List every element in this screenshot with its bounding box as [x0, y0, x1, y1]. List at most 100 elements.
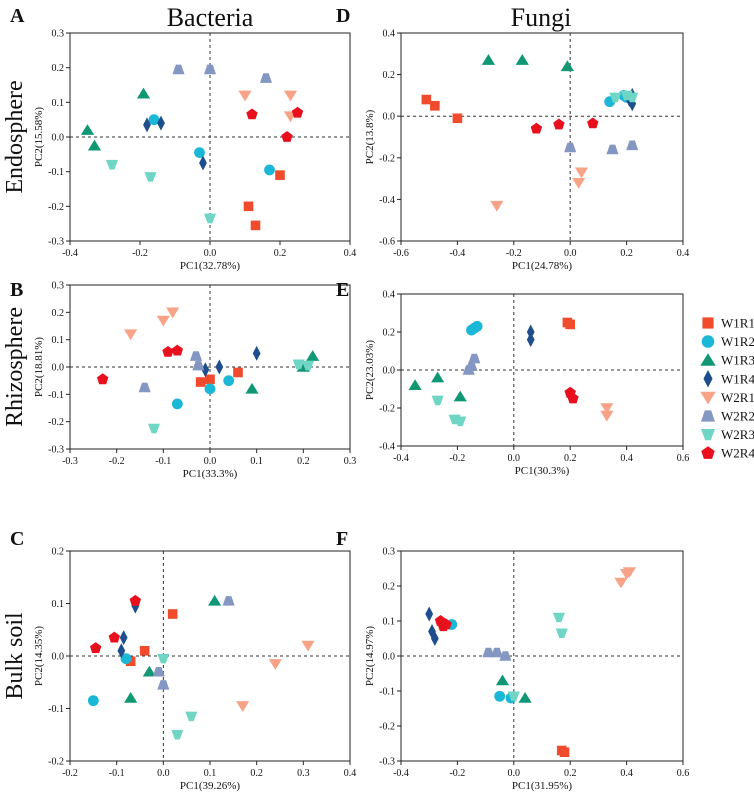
x-tick-label: 0.3 [297, 768, 310, 779]
point-w1r1 [250, 220, 261, 231]
panel-F: F -0.4 -0.2 0.0 0.2 0.4 0.6 -0.3 -0.2 -0.1 0.0 0.1 0… [336, 528, 689, 792]
point-w1r4 [157, 115, 165, 131]
plot-frame [400, 32, 684, 242]
point-w1r2 [223, 375, 235, 387]
legend-label-w2r1: W2R1 [721, 390, 754, 405]
point-w1r1 [243, 201, 254, 212]
x-axis-label: PC1(33.3%) [183, 468, 238, 480]
point-w2r4 [97, 373, 109, 385]
point-w2r3 [302, 360, 314, 371]
point-w2r3 [555, 628, 568, 639]
point-w1r2 [194, 147, 205, 159]
point-w1r4 [199, 155, 207, 171]
y-tick-label: 0.3 [52, 281, 65, 292]
y-tick-label: -0.1 [48, 167, 64, 178]
y-tick-label: 0.1 [52, 335, 65, 346]
legend-label-w1r3: W1R3 [721, 353, 754, 368]
point-w1r1 [195, 377, 206, 387]
y-axis-label: PC2(18.81%) [33, 337, 45, 398]
panel-C: C -0.2 -0.1 0.0 0.1 0.2 0.3 0.4 -0.2 -0.1 0.0 0.1 0.… [10, 528, 356, 792]
point-w2r4 [567, 392, 579, 404]
legend-label-w1r2: W1R2 [721, 334, 754, 349]
panel-A: A -0.4 -0.2 0.0 0.2 0.4 -0.3 -0.2 -0.1 0.0 0.1 0.2 0… [10, 5, 356, 272]
legend-marker-w2r1 [700, 391, 716, 405]
legend-label-w2r2: W2R2 [721, 409, 754, 424]
point-w1r4 [119, 630, 128, 646]
point-w2r3 [552, 612, 565, 623]
x-tick-label: -0.3 [62, 456, 78, 467]
panel-letter-C: C [10, 528, 24, 550]
x-tick-label: -0.2 [109, 456, 125, 467]
point-w2r2 [204, 64, 216, 75]
x-tick-label: -0.4 [393, 453, 409, 464]
y-tick-label: -0.3 [379, 757, 395, 768]
y-tick-label: 0.4 [383, 29, 396, 40]
point-w1r2 [171, 398, 183, 410]
x-tick-label: 0.6 [677, 768, 690, 779]
point-w2r2 [172, 64, 185, 75]
y-tick-label: 0.1 [52, 98, 65, 109]
y-tick-label: 0.1 [383, 617, 396, 628]
point-w2r2 [606, 144, 619, 155]
point-w2r2 [482, 647, 495, 658]
point-w2r3 [431, 395, 444, 406]
x-tick-label: 0.1 [250, 456, 263, 467]
point-w2r3 [626, 92, 639, 103]
point-w1r2 [148, 114, 160, 126]
point-w1r1 [233, 367, 243, 378]
point-w2r4 [129, 594, 141, 606]
y-axis-label: PC2(23.03%) [364, 340, 376, 401]
point-w2r4 [90, 642, 102, 653]
point-w1r2 [204, 383, 216, 395]
point-w2r1 [156, 315, 170, 327]
point-w2r1 [614, 577, 628, 589]
x-tick-label: -0.2 [449, 768, 465, 779]
row-title-bulk-soil: Bulk soil [2, 612, 28, 700]
x-tick-label: 0.0 [204, 248, 217, 259]
point-w1r3 [560, 60, 574, 72]
point-w1r2 [471, 320, 483, 332]
point-w2r2 [499, 651, 512, 661]
point-w2r4 [246, 108, 258, 120]
panel-E: E -0.4 -0.2 0.0 0.2 0.4 0.6 -0.4 -0.2 0.0 0.2 0.4 PC… [336, 279, 689, 477]
y-axis-label: PC2(15.58%) [33, 107, 45, 168]
x-tick-label: -0.2 [506, 248, 522, 259]
point-w2r2 [152, 666, 165, 677]
point-w1r4 [117, 643, 126, 659]
legend-marker-w1r4 [703, 370, 713, 388]
panel-letter-E: E [336, 279, 349, 301]
x-tick-label: 0.1 [204, 768, 217, 779]
point-w2r3 [204, 213, 216, 224]
point-w2r2 [465, 361, 478, 371]
y-tick-label: -0.2 [48, 757, 64, 768]
point-w2r2 [190, 351, 202, 361]
x-tick-label: -0.2 [132, 248, 148, 259]
y-axis-label: PC2(14.35%) [33, 626, 45, 687]
y-tick-label: 0.2 [383, 582, 396, 593]
y-tick-label: 0.0 [52, 133, 65, 144]
point-w2r1 [622, 567, 637, 578]
y-tick-label: 0.1 [52, 599, 65, 610]
y-tick-label: -0.2 [48, 202, 64, 213]
y-tick-label: 0.2 [383, 328, 396, 339]
point-w1r4 [526, 332, 535, 348]
y-tick-label: 0.0 [383, 366, 396, 377]
point-w2r1 [236, 701, 250, 712]
y-tick-label: -0.1 [48, 704, 64, 715]
y-tick-label: -0.1 [48, 390, 64, 401]
y-tick-label: 0.0 [383, 112, 396, 123]
point-w1r4 [430, 631, 439, 646]
y-tick-label: 0.2 [52, 308, 65, 319]
point-w2r3 [454, 416, 467, 427]
y-axis-label: PC2(14.97%) [364, 626, 376, 687]
point-w2r2 [490, 647, 503, 658]
x-axis-label: PC1(39.26%) [180, 780, 241, 792]
x-axis-label: PC1(24.78%) [512, 260, 573, 272]
point-w2r1 [572, 177, 586, 189]
y-tick-label: 0.3 [383, 547, 396, 558]
point-w1r3 [453, 390, 467, 402]
point-w2r2 [468, 353, 481, 364]
point-w1r1 [275, 170, 285, 180]
point-w1r3 [518, 692, 532, 703]
